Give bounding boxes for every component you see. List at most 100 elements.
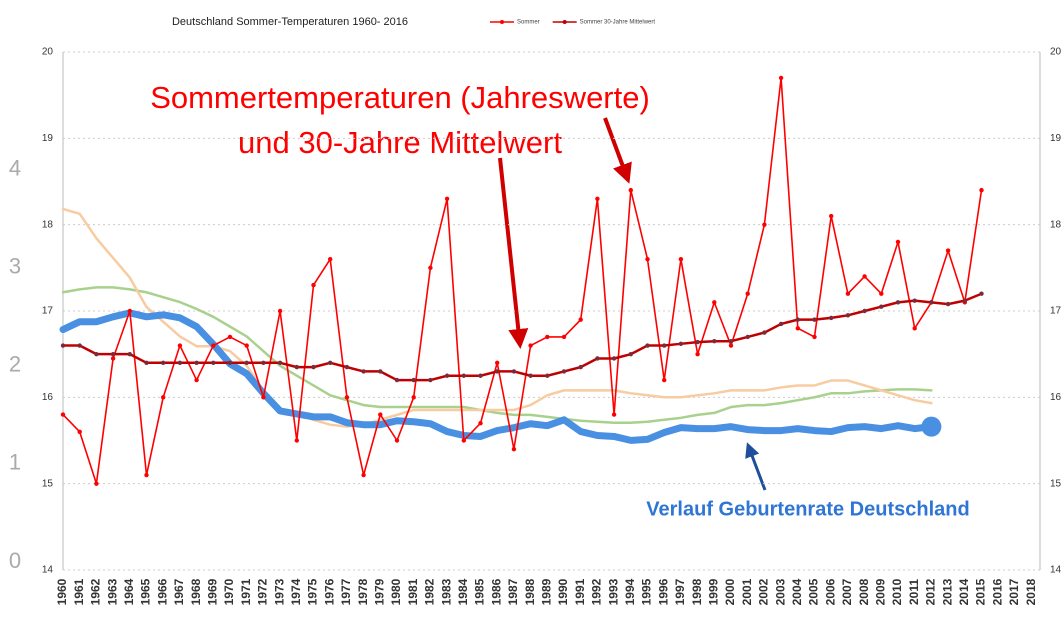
series-line <box>61 292 983 382</box>
x-tick-label: 1981 <box>406 578 420 605</box>
x-tick-label: 2018 <box>1024 578 1038 605</box>
y-tick-label: 16 <box>1050 392 1062 403</box>
x-tick-label: 1965 <box>139 578 153 605</box>
point <box>311 364 316 370</box>
point <box>561 369 567 374</box>
x-tick-label: 1972 <box>256 578 270 605</box>
x-tick-label: 2014 <box>957 578 971 605</box>
x-tick-label: 1963 <box>105 578 119 605</box>
point <box>428 265 433 271</box>
point <box>762 330 767 335</box>
x-tick-label: 2016 <box>990 578 1004 605</box>
point <box>244 360 249 365</box>
point <box>662 343 667 348</box>
point <box>695 351 700 357</box>
x-tick-label: 1984 <box>456 578 470 605</box>
legend-swatch <box>562 20 567 24</box>
point <box>361 369 366 374</box>
x-tick-label: 2015 <box>974 578 988 605</box>
point <box>862 274 867 279</box>
x-tick-label: 1971 <box>239 578 253 605</box>
x-tick-label: 1992 <box>590 578 604 605</box>
point <box>444 373 450 378</box>
series-line <box>59 309 935 444</box>
arrow <box>603 117 632 184</box>
point <box>161 360 166 365</box>
point <box>845 313 851 318</box>
point <box>94 351 99 357</box>
x-tick-label: 2012 <box>924 578 938 605</box>
x-tick-label: 2017 <box>1007 578 1021 605</box>
point <box>495 360 500 365</box>
y-tick-label: 15 <box>1050 478 1062 489</box>
point <box>127 351 132 357</box>
point <box>628 187 633 193</box>
x-tick-label: 1978 <box>356 578 370 605</box>
point <box>912 326 917 331</box>
x-tick-label: 1976 <box>322 578 336 605</box>
series-line <box>62 77 983 485</box>
x-tick-label: 1996 <box>656 578 670 605</box>
x-tick-label: 2011 <box>907 579 921 605</box>
point <box>812 334 817 340</box>
point <box>144 360 149 365</box>
y-tick-label: 17 <box>42 306 54 317</box>
point <box>662 377 667 383</box>
y2-tick-label: 0 <box>9 548 21 573</box>
x-tick-label: 1999 <box>706 578 720 605</box>
point <box>645 257 650 262</box>
point <box>528 343 533 348</box>
point <box>211 360 216 365</box>
point <box>979 291 984 296</box>
point <box>77 429 82 435</box>
point <box>177 360 183 365</box>
point <box>60 412 66 417</box>
point <box>895 239 901 245</box>
x-tick-label: 1987 <box>506 578 520 605</box>
x-tick-label: 1974 <box>289 578 303 605</box>
y2-tick-label: 3 <box>9 254 21 279</box>
y-tick-label: 14 <box>1050 565 1062 576</box>
point <box>328 257 333 262</box>
point <box>595 356 600 361</box>
point <box>628 351 633 357</box>
point <box>611 412 617 417</box>
point <box>277 360 283 365</box>
x-tick-label: 2003 <box>773 578 787 605</box>
y-tick-label: 16 <box>42 392 54 403</box>
point <box>60 343 66 348</box>
point <box>712 339 717 344</box>
point <box>378 412 383 417</box>
x-tick-label: 1983 <box>439 578 453 605</box>
x-tick-label: 1966 <box>155 578 169 605</box>
point <box>144 472 149 478</box>
point <box>495 369 500 374</box>
arrow <box>745 442 767 491</box>
point <box>745 291 750 296</box>
legend-label: Sommer 30-Jahre Mittelwert <box>580 20 656 26</box>
x-tick-label: 1964 <box>122 578 136 605</box>
point <box>444 196 450 201</box>
point <box>77 343 82 348</box>
point <box>912 298 917 303</box>
point <box>611 356 617 361</box>
annotation: und 30-Jahre Mittelwert <box>238 125 562 160</box>
point <box>528 373 533 378</box>
x-tick-label: 2001 <box>740 578 754 605</box>
point <box>194 360 199 365</box>
point <box>277 308 283 314</box>
point <box>829 315 834 321</box>
point <box>645 343 650 348</box>
point <box>778 75 784 81</box>
point <box>394 438 400 443</box>
point <box>728 343 734 348</box>
point <box>244 343 249 348</box>
x-tick-label: 1973 <box>272 578 286 605</box>
point <box>712 300 717 305</box>
point <box>545 334 550 340</box>
x-tick-label: 1990 <box>556 578 570 605</box>
y-tick-label: 20 <box>42 47 54 58</box>
point <box>344 364 350 370</box>
point <box>812 317 817 322</box>
